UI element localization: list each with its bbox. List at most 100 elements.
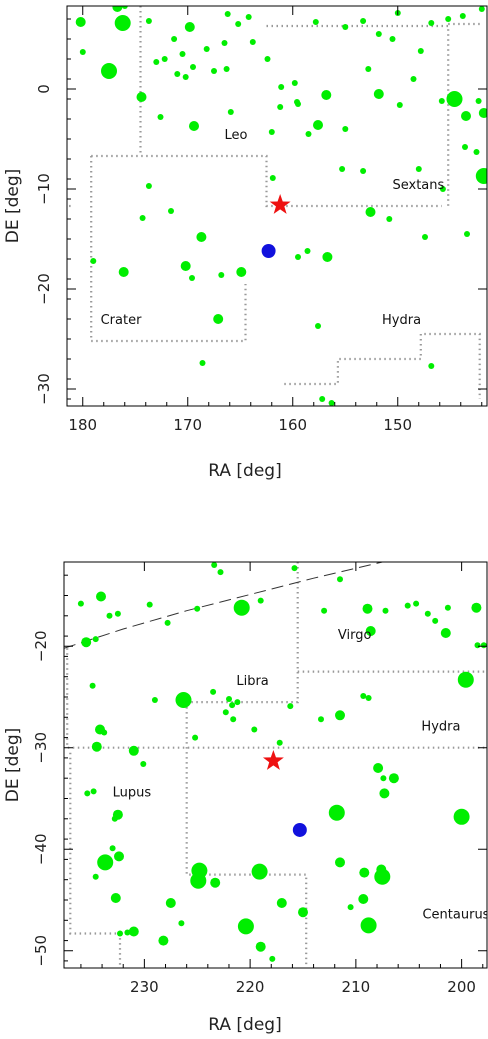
star-point xyxy=(255,941,266,952)
star-point xyxy=(178,920,185,927)
star-point xyxy=(459,13,466,19)
lower-star-chart: Virgo Libra Hydra Lupus Centaurus 230 220 210 20… xyxy=(3,561,488,1035)
star-point xyxy=(360,168,367,174)
star-point xyxy=(210,877,221,888)
star-point xyxy=(373,763,384,773)
constellation-boundary xyxy=(91,154,442,208)
star-point xyxy=(360,693,367,699)
star-point xyxy=(161,56,168,62)
ecliptic-line xyxy=(64,562,383,649)
star-point xyxy=(117,930,123,937)
star-point xyxy=(475,168,487,184)
y-axis-label: DE [deg] xyxy=(3,728,23,803)
star-point xyxy=(321,607,328,614)
star-point xyxy=(114,610,121,617)
star-point xyxy=(291,80,298,86)
star-point xyxy=(428,20,435,26)
constellation-label: Centaurus xyxy=(422,907,488,922)
star-point xyxy=(379,788,390,799)
star-point xyxy=(190,64,196,70)
star-point xyxy=(157,114,164,120)
star-point xyxy=(114,15,131,31)
star-point xyxy=(128,745,139,756)
constellation-boundary xyxy=(266,24,450,206)
constellation-label: Hydra xyxy=(382,313,421,328)
star-point xyxy=(175,692,192,708)
y-tick-label: −10 xyxy=(35,173,53,205)
star-point xyxy=(211,68,217,74)
star-point xyxy=(145,18,152,24)
star-point xyxy=(189,275,195,281)
star-point xyxy=(97,854,114,871)
star-point xyxy=(295,254,301,260)
star-point xyxy=(337,576,343,583)
star-point xyxy=(404,602,411,609)
star-point xyxy=(362,603,373,614)
star-point xyxy=(386,216,393,222)
star-point xyxy=(382,607,389,614)
star-point xyxy=(328,400,335,406)
star-point xyxy=(118,267,129,277)
star-point xyxy=(396,102,403,108)
star-point xyxy=(321,90,332,100)
target-star xyxy=(262,749,284,770)
star-point xyxy=(211,562,218,568)
star-point xyxy=(236,267,247,277)
star-point xyxy=(373,89,384,99)
star-point xyxy=(112,6,123,12)
constellation-label: Sextans xyxy=(393,178,445,193)
star-point xyxy=(480,642,487,649)
y-tick-label: −40 xyxy=(32,833,50,865)
constellation-label: Crater xyxy=(101,313,142,328)
star-point xyxy=(464,231,470,237)
y-tick-label: −30 xyxy=(32,732,50,764)
star-point xyxy=(174,71,181,77)
star-point xyxy=(276,898,287,908)
star-point xyxy=(227,109,234,115)
star-point xyxy=(192,734,199,741)
star-point xyxy=(276,739,283,746)
star-point xyxy=(234,699,241,706)
star-point xyxy=(342,126,349,132)
star-point xyxy=(269,955,276,962)
constellation-boundary xyxy=(284,332,481,399)
x-axis-label: RA [deg] xyxy=(208,461,281,481)
star-point xyxy=(312,19,319,25)
target-star xyxy=(269,194,291,214)
star-point xyxy=(90,788,97,795)
star-point xyxy=(235,21,242,27)
star-point xyxy=(165,898,176,908)
star-point xyxy=(388,773,399,784)
star-point xyxy=(410,76,417,82)
star-point xyxy=(249,39,256,45)
star-point xyxy=(251,863,268,880)
star-point xyxy=(457,671,474,688)
star-point xyxy=(89,682,96,689)
star-point xyxy=(92,873,99,880)
star-point xyxy=(461,111,471,121)
star-point xyxy=(77,600,84,607)
y-tick-label: −20 xyxy=(32,630,50,662)
star-point xyxy=(210,688,217,695)
star-point xyxy=(84,790,91,797)
star-point xyxy=(417,48,424,54)
x-tick-label: 160 xyxy=(278,416,307,434)
star-point xyxy=(359,867,370,878)
star-point xyxy=(223,66,230,72)
x-axis-label: RA [deg] xyxy=(208,1015,281,1035)
star-point xyxy=(136,92,147,102)
star-point xyxy=(190,872,207,889)
constellation-boundary xyxy=(186,562,299,704)
star-point xyxy=(375,31,382,37)
upper-star-chart: Leo Sextans Crater Hydra 180 170 160 150 0 −10 −20… xyxy=(3,5,488,481)
y-tick-label: −50 xyxy=(32,935,50,967)
plot-area: Leo Sextans Crater Hydra xyxy=(69,6,487,406)
star-point xyxy=(358,894,369,904)
star-point xyxy=(226,696,232,702)
y-tick-label: −20 xyxy=(35,273,53,305)
star-point xyxy=(319,396,326,402)
star-point xyxy=(196,232,207,242)
star-point xyxy=(213,314,224,324)
star-point xyxy=(444,604,451,611)
star-point xyxy=(222,709,229,716)
